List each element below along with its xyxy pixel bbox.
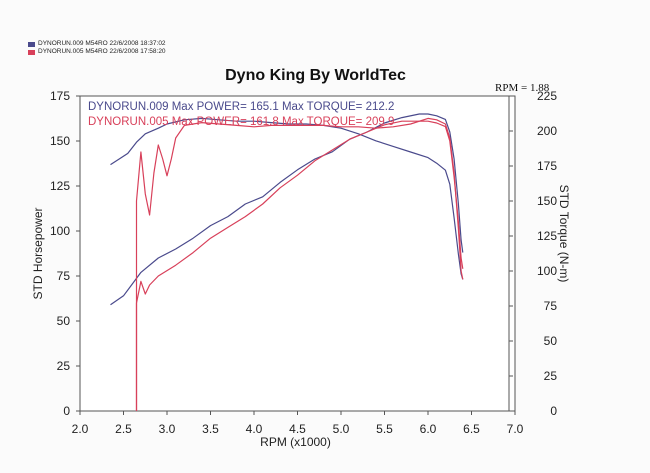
legend-swatch-run009 (28, 41, 35, 47)
series-line-dynorun005-power (135, 120, 464, 411)
legend: DYNORUN.009 M54RO 22/6/2008 18:37:02 DYN… (28, 40, 166, 56)
y-right-tick-label: 25 (544, 369, 558, 383)
x-tick-label: 7.0 (507, 422, 524, 436)
series-line-dynorun009-power (110, 113, 464, 306)
x-axis-label: RPM (x1000) (260, 435, 331, 449)
y-left-axis-label: STD Horsepower (31, 207, 45, 299)
y-left-tick-label: 125 (50, 179, 70, 193)
legend-swatch-run005 (28, 49, 35, 55)
y-left-tick-label: 100 (50, 224, 70, 238)
y-left-tick-label: 25 (57, 359, 71, 373)
y-left-tick-label: 150 (50, 134, 70, 148)
y-right-tick-label: 150 (537, 194, 557, 208)
legend-label-run009: DYNORUN.009 M54RO 22/6/2008 18:37:02 (38, 40, 166, 47)
y-right-tick-label: 75 (544, 299, 558, 313)
y-right-axis-label: STD Torque (N-m) (557, 185, 571, 283)
plot-frame (79, 95, 516, 412)
y-left-tick-label: 50 (57, 314, 71, 328)
y-right-tick-label: 225 (537, 89, 557, 103)
rpm-note: RPM = 1.88 (495, 82, 550, 94)
y-right-tick-label: 125 (537, 229, 557, 243)
x-tick-label: 3.5 (202, 422, 219, 436)
x-tick-label: 2.0 (72, 422, 89, 436)
x-tick-label: 6.0 (420, 422, 437, 436)
y-right-tick-label: 200 (537, 124, 557, 138)
legend-item-run005: DYNORUN.005 M54RO 22/6/2008 17:58:20 (28, 48, 166, 56)
legend-label-run005: DYNORUN.005 M54RO 22/6/2008 17:58:20 (38, 48, 166, 55)
chart-title: Dyno King By WorldTec (225, 67, 406, 84)
max-annotation-run005: DYNORUN.005 Max POWER= 161.8 Max TORQUE=… (88, 116, 394, 128)
x-tick-label: 3.0 (159, 422, 176, 436)
x-tick-label: 2.5 (115, 422, 132, 436)
y-left-tick-label: 0 (63, 404, 70, 418)
x-tick-label: 4.5 (289, 422, 306, 436)
y-right-tick-label: 100 (537, 264, 557, 278)
y-right-tick-label: 50 (544, 334, 558, 348)
y-left-tick-label: 175 (50, 89, 70, 103)
x-tick-label: 4.0 (246, 422, 263, 436)
top-spacer (18, 56, 630, 62)
x-tick-label: 6.5 (463, 422, 480, 436)
series-line-dynorun009-torque (110, 117, 464, 280)
x-tick-label: 5.5 (376, 422, 393, 436)
y-right-tick-label: 0 (550, 404, 557, 418)
max-annotation-run009: DYNORUN.009 Max POWER= 165.1 Max TORQUE=… (88, 101, 394, 113)
y-right-tick-label: 175 (537, 159, 557, 173)
y-left-tick-label: 75 (57, 269, 71, 283)
legend-item-run009: DYNORUN.009 M54RO 22/6/2008 18:37:02 (28, 40, 166, 48)
x-tick-label: 5.0 (333, 422, 350, 436)
series-line-dynorun005-torque (135, 117, 464, 411)
